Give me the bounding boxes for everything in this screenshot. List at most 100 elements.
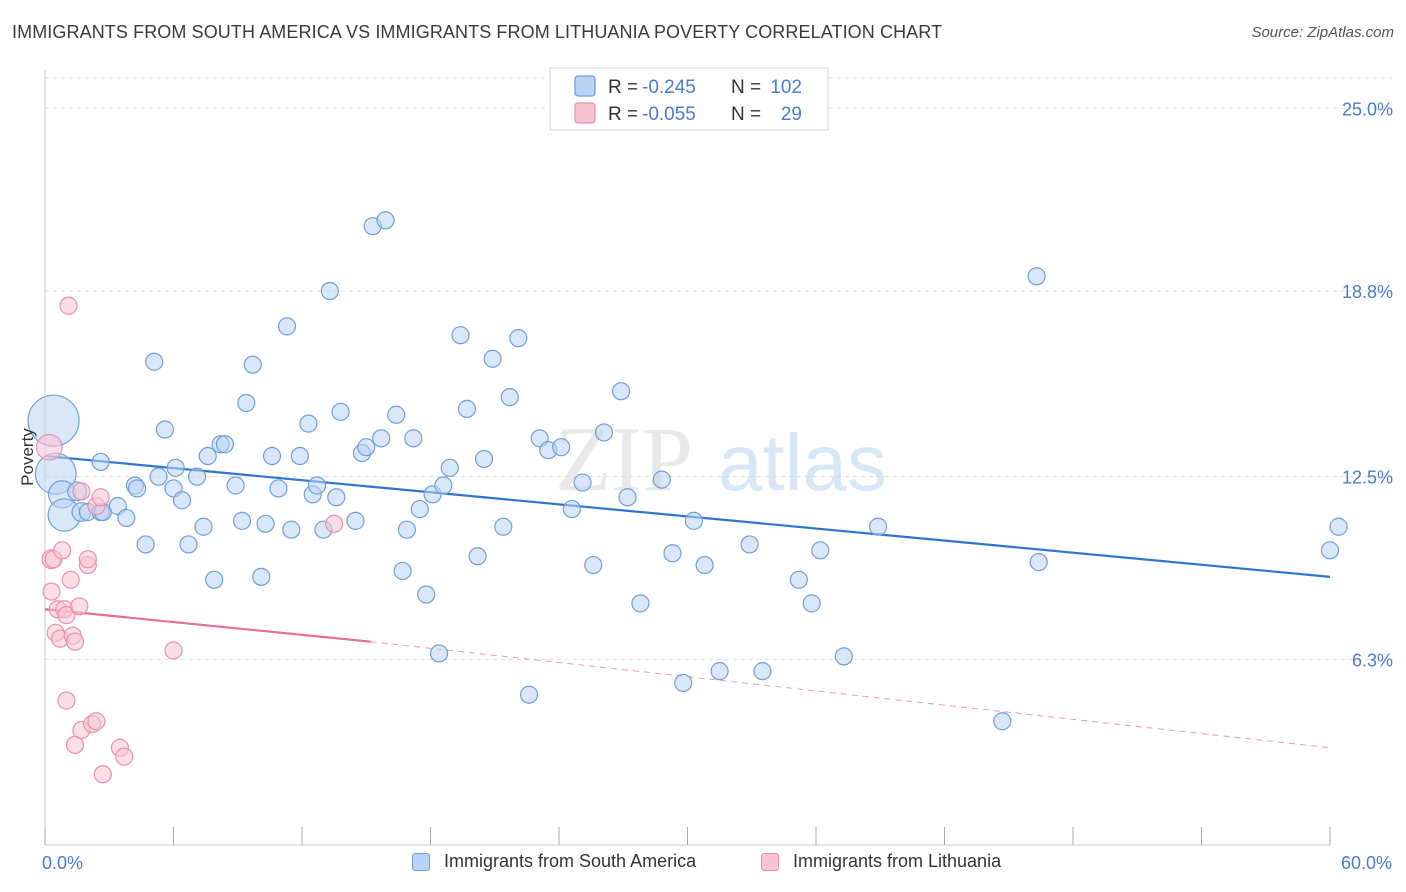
point-lithuania [65, 632, 85, 651]
point-lithuania [164, 641, 183, 660]
legend-n-label: N = [731, 77, 761, 98]
point-south-america [417, 585, 436, 604]
point-lithuania [93, 765, 112, 784]
point-lithuania [53, 541, 72, 560]
point-south-america [811, 541, 830, 560]
y-tick-label: 18.8% [1342, 282, 1393, 302]
x-max-label: 60.0% [1340, 853, 1392, 873]
point-south-america [145, 352, 164, 371]
legend-n-value: 29 [781, 104, 802, 125]
point-lithuania [115, 747, 134, 766]
point-south-america [299, 414, 318, 433]
trend-line-lithuania [44, 608, 371, 643]
legend-item-lithuania: Immigrants from Lithuania [761, 851, 1001, 872]
trend-line-lithuania-extension [370, 641, 1331, 749]
point-south-america [172, 491, 192, 510]
point-south-america [440, 458, 459, 477]
x-min-label: 0.0% [42, 853, 84, 873]
point-lithuania [91, 488, 110, 507]
point-south-america [618, 488, 637, 507]
point-south-america [483, 349, 502, 368]
point-south-america [243, 355, 262, 374]
point-south-america [166, 458, 185, 477]
legend-r-value: -0.245 [642, 77, 696, 98]
point-south-america [136, 535, 155, 554]
point-lithuania [61, 570, 80, 589]
legend-swatch-blue [412, 852, 430, 871]
point-south-america [1320, 541, 1340, 560]
point-south-america [652, 470, 671, 489]
point-south-america [187, 467, 207, 486]
point-south-america [282, 520, 301, 539]
legend-swatch-pink [761, 852, 779, 871]
point-south-america [215, 435, 234, 454]
series-legend: Immigrants from South America Immigrants… [0, 851, 1406, 877]
legend-r-label: R = [608, 104, 638, 125]
legend-box [549, 67, 829, 131]
point-south-america [149, 467, 168, 486]
point-south-america [500, 387, 519, 407]
point-lithuania [35, 433, 63, 461]
point-south-america [1027, 267, 1046, 286]
point-south-america [91, 452, 110, 472]
point-south-america [372, 429, 391, 448]
point-lithuania [57, 691, 76, 710]
point-south-america [155, 420, 175, 439]
point-south-america [331, 402, 350, 421]
correlation-legend: R = -0.245 N = 102 R = -0.055 N = 29 [549, 67, 829, 131]
point-lithuania [325, 514, 344, 533]
point-south-america [252, 567, 271, 586]
point-south-america [552, 438, 571, 457]
point-south-america [127, 479, 147, 498]
legend-label-lithuania: Immigrants from Lithuania [793, 851, 1002, 871]
point-south-america [474, 449, 494, 469]
point-south-america [226, 476, 245, 495]
point-south-america [429, 644, 449, 663]
chart-title: IMMIGRANTS FROM SOUTH AMERICA VS IMMIGRA… [12, 22, 943, 42]
point-south-america [1029, 553, 1048, 572]
point-south-america [494, 517, 513, 536]
point-lithuania [78, 550, 97, 569]
point-south-america [834, 647, 853, 666]
legend-r-label: R = [608, 77, 638, 98]
point-south-america [290, 446, 309, 466]
legend-label-south-america: Immigrants from South America [444, 851, 697, 871]
point-south-america [584, 555, 603, 575]
point-south-america [307, 476, 327, 495]
point-south-america [393, 561, 412, 581]
watermark: ZIP atlas [555, 408, 887, 510]
point-lithuania [87, 712, 106, 731]
point-south-america [573, 473, 592, 492]
point-south-america [357, 438, 376, 457]
point-south-america [117, 508, 136, 528]
point-south-america [451, 326, 470, 345]
point-south-america [663, 544, 682, 563]
point-south-america [789, 570, 808, 589]
point-south-america [262, 446, 282, 466]
point-south-america [434, 476, 453, 495]
point-south-america [695, 555, 714, 575]
y-tick-label: 6.3% [1352, 650, 1393, 670]
point-south-america [277, 317, 297, 336]
point-south-america [993, 712, 1012, 731]
y-tick-label: 12.5% [1342, 468, 1393, 488]
watermark-atlas: atlas [718, 418, 887, 507]
point-lithuania [59, 296, 78, 315]
point-south-america [562, 499, 581, 519]
point-south-america [320, 281, 339, 301]
legend-item-south-america: Immigrants from South America [412, 851, 696, 872]
point-south-america [674, 673, 693, 693]
point-lithuania [57, 606, 76, 625]
data-points [27, 211, 1348, 784]
point-south-america [519, 685, 539, 704]
legend-n-label: N = [731, 104, 761, 125]
point-south-america [1329, 517, 1348, 536]
point-south-america [205, 570, 224, 589]
point-south-america [376, 211, 395, 230]
legend-swatch [574, 75, 596, 97]
point-south-america [631, 594, 650, 613]
point-south-america [397, 520, 417, 539]
point-lithuania [42, 582, 61, 601]
point-south-america [684, 511, 704, 530]
